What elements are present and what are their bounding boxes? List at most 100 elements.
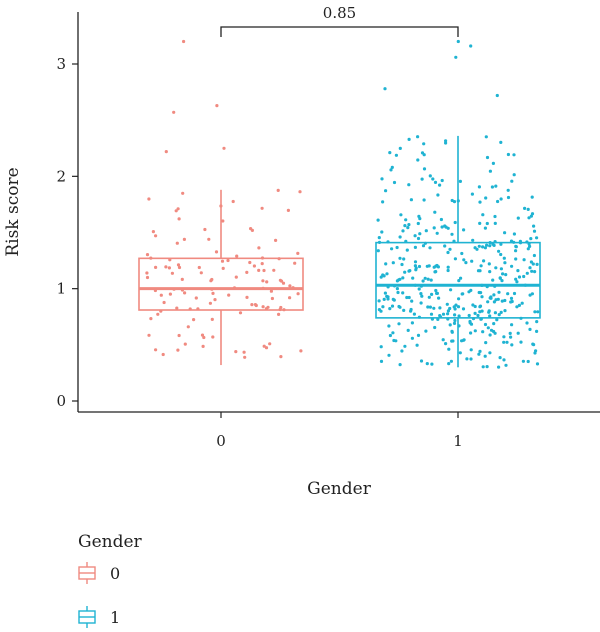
data-point — [481, 213, 485, 217]
data-point — [526, 247, 530, 251]
data-point — [176, 207, 180, 211]
data-point — [379, 309, 383, 313]
data-point — [440, 225, 444, 229]
data-point — [532, 253, 537, 258]
data-point — [242, 350, 246, 354]
data-point — [281, 281, 286, 285]
data-point — [477, 290, 481, 295]
data-point — [535, 329, 539, 333]
legend-key-1 — [78, 606, 96, 628]
data-point — [535, 362, 540, 366]
data-point — [430, 292, 434, 296]
data-point — [394, 153, 398, 157]
data-point — [492, 322, 496, 326]
data-point — [502, 358, 506, 362]
data-point — [514, 277, 518, 281]
data-point — [387, 353, 391, 357]
data-point — [391, 297, 395, 301]
data-point — [470, 192, 474, 196]
data-point — [528, 244, 532, 248]
data-point — [388, 307, 392, 311]
data-point — [496, 199, 500, 204]
data-point — [439, 217, 443, 222]
data-point — [446, 250, 450, 255]
data-point — [426, 305, 430, 309]
data-point — [453, 257, 457, 261]
data-point — [194, 296, 198, 300]
data-point — [220, 259, 225, 263]
data-point — [450, 198, 454, 203]
data-point — [480, 309, 484, 313]
data-point — [180, 277, 184, 281]
data-point — [432, 306, 436, 310]
data-point — [199, 271, 203, 275]
data-point — [409, 198, 413, 202]
data-point — [514, 249, 518, 253]
data-point — [268, 342, 272, 346]
data-point — [262, 268, 266, 273]
data-point — [182, 39, 186, 44]
data-point — [483, 354, 487, 358]
data-point — [454, 55, 458, 59]
data-point — [168, 292, 172, 296]
data-point — [469, 357, 473, 361]
data-point — [265, 280, 269, 284]
data-point — [501, 272, 505, 276]
data-point — [154, 265, 158, 269]
data-point — [525, 321, 529, 325]
data-point — [459, 276, 463, 280]
data-point — [460, 339, 464, 343]
data-point — [424, 229, 428, 233]
data-point — [503, 298, 507, 303]
data-point — [438, 306, 442, 310]
data-point — [473, 246, 477, 250]
data-point — [450, 339, 454, 343]
data-point — [473, 304, 477, 309]
data-point — [521, 359, 526, 363]
data-point — [277, 312, 281, 316]
y-axis-title: Risk score — [3, 167, 23, 256]
p-value-label: 0.85 — [323, 4, 356, 22]
data-point — [269, 289, 273, 293]
data-point — [177, 217, 181, 221]
data-point — [390, 165, 394, 169]
data-point — [390, 247, 394, 251]
data-point — [410, 299, 414, 303]
data-point — [381, 305, 385, 309]
data-point — [450, 232, 454, 236]
data-point — [467, 313, 471, 318]
data-point — [486, 326, 490, 330]
data-point — [493, 221, 497, 225]
data-point — [433, 325, 437, 330]
data-point — [486, 300, 490, 304]
data-point — [231, 199, 235, 204]
data-point — [397, 322, 401, 326]
data-point — [174, 209, 178, 213]
data-point — [149, 317, 153, 321]
data-point — [161, 352, 165, 357]
data-point — [509, 300, 513, 304]
data-point — [159, 293, 163, 297]
data-point — [192, 318, 196, 322]
data-point — [535, 320, 539, 324]
data-point — [484, 341, 488, 345]
data-point — [395, 245, 399, 250]
data-point — [525, 271, 529, 275]
data-point — [405, 248, 409, 252]
data-point — [458, 351, 462, 355]
data-point — [201, 344, 205, 348]
data-point — [421, 279, 425, 283]
data-point — [460, 251, 464, 256]
data-point — [398, 363, 402, 367]
data-point — [382, 274, 386, 278]
data-point — [447, 347, 451, 351]
data-point — [457, 279, 461, 283]
data-point — [408, 269, 412, 273]
data-point — [411, 276, 415, 280]
data-point — [435, 231, 439, 235]
data-point — [272, 268, 276, 272]
data-point — [492, 293, 496, 297]
data-point — [528, 327, 532, 331]
data-point — [482, 259, 486, 263]
data-point — [535, 236, 539, 240]
